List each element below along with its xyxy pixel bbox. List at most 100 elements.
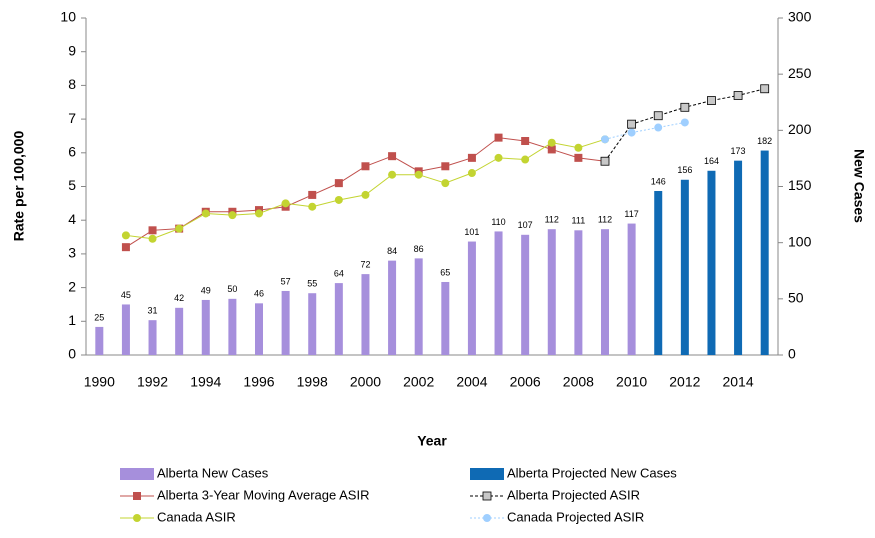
line-marker: [121, 243, 130, 252]
legend-marker: [133, 492, 141, 500]
line-marker: [680, 102, 690, 112]
x-tick-label: 1992: [137, 374, 168, 390]
line-marker: [574, 153, 583, 162]
x-tick-label: 1994: [190, 374, 221, 390]
x-tick-label: 1998: [297, 374, 328, 390]
bar-label: 72: [360, 259, 370, 269]
y-tick-label: 5: [68, 177, 76, 193]
x-tick-label: 2000: [350, 374, 381, 390]
legend-swatch: [470, 468, 504, 480]
line-marker: [467, 153, 476, 162]
bar: [414, 258, 423, 355]
line-marker: [707, 96, 716, 105]
bar-label: 146: [651, 176, 666, 186]
bar: [361, 274, 370, 355]
bar: [574, 230, 583, 355]
line-marker: [654, 123, 663, 132]
line-marker: [653, 111, 663, 121]
bar: [334, 283, 343, 355]
bar: [441, 281, 450, 355]
line-marker: [627, 128, 636, 137]
line-marker: [414, 170, 423, 179]
x-tick-label: 1990: [84, 374, 115, 390]
legend-label: Alberta 3-Year Moving Average ASIR: [157, 487, 369, 502]
x-tick-label: 2006: [510, 374, 541, 390]
y-tick-label: 4: [68, 211, 76, 227]
bar: [175, 307, 184, 355]
y-tick-label: 2: [68, 278, 76, 294]
x-tick-label: 1996: [243, 374, 274, 390]
bar-label: 42: [174, 293, 184, 303]
line-marker: [760, 84, 770, 94]
bar-label: 46: [254, 289, 264, 299]
bar: [547, 229, 556, 355]
x-tick-label: 2010: [616, 374, 647, 390]
bar-label: 110: [491, 217, 505, 227]
line-marker: [334, 195, 343, 204]
bar-label: 49: [201, 285, 211, 295]
legend-marker: [482, 491, 492, 501]
y-tick-label: 6: [68, 144, 76, 160]
y2-tick-label: 100: [788, 233, 812, 249]
line-marker: [361, 190, 370, 199]
line-marker: [388, 170, 397, 179]
bar: [627, 223, 636, 355]
bar: [255, 303, 263, 355]
line: [125, 138, 606, 240]
line-marker: [521, 155, 530, 164]
bar: [707, 170, 716, 355]
bar-label: 55: [307, 279, 317, 289]
line-marker: [521, 137, 530, 146]
bar: [654, 190, 663, 355]
y-tick-label: 7: [68, 110, 76, 126]
y2-tick-label: 50: [788, 290, 804, 306]
y2-axis-title: New Cases: [851, 149, 867, 223]
y-tick-label: 10: [60, 9, 76, 25]
line: [604, 121, 685, 140]
y-tick-label: 0: [68, 346, 76, 362]
line-marker: [600, 156, 610, 166]
line-marker: [547, 145, 556, 154]
bar-label: 117: [624, 209, 638, 219]
y-tick-label: 3: [68, 245, 76, 261]
line-marker: [574, 143, 583, 152]
bar-label: 25: [94, 312, 104, 322]
bar: [228, 298, 237, 355]
y2-tick-label: 0: [788, 346, 796, 362]
line-marker: [281, 199, 290, 208]
line-marker: [175, 224, 184, 233]
bar-label: 112: [598, 215, 612, 225]
bar: [201, 299, 210, 355]
line-marker: [228, 211, 237, 220]
bar: [121, 304, 130, 355]
bar-label: 31: [148, 306, 158, 316]
legend-label: Canada Projected ASIR: [507, 509, 644, 524]
line-marker: [148, 234, 157, 243]
x-tick-label: 2008: [563, 374, 594, 390]
y-tick-label: 8: [68, 76, 76, 92]
y2-tick-label: 150: [788, 177, 812, 193]
line-marker: [494, 153, 503, 162]
line-marker: [308, 190, 317, 199]
x-axis-title: Year: [417, 433, 447, 449]
legend-label: Alberta New Cases: [157, 465, 269, 480]
line-marker: [627, 119, 637, 129]
bar-label: 182: [757, 136, 772, 146]
bar: [680, 179, 689, 355]
line-marker: [601, 135, 609, 144]
bar-label: 107: [518, 220, 533, 230]
y2-tick-label: 250: [788, 65, 812, 81]
bar: [148, 320, 157, 355]
y-tick-label: 9: [68, 42, 76, 58]
bar: [494, 231, 503, 355]
x-tick-label: 2014: [722, 374, 753, 390]
y-axis-title: Rate per 100,000: [11, 131, 27, 242]
line-marker: [361, 162, 370, 171]
bar: [601, 229, 609, 355]
bar-label: 164: [704, 156, 719, 166]
line-marker: [388, 152, 397, 161]
bar: [760, 150, 769, 355]
line-marker: [148, 226, 157, 235]
legend-label: Alberta Projected ASIR: [507, 487, 640, 502]
